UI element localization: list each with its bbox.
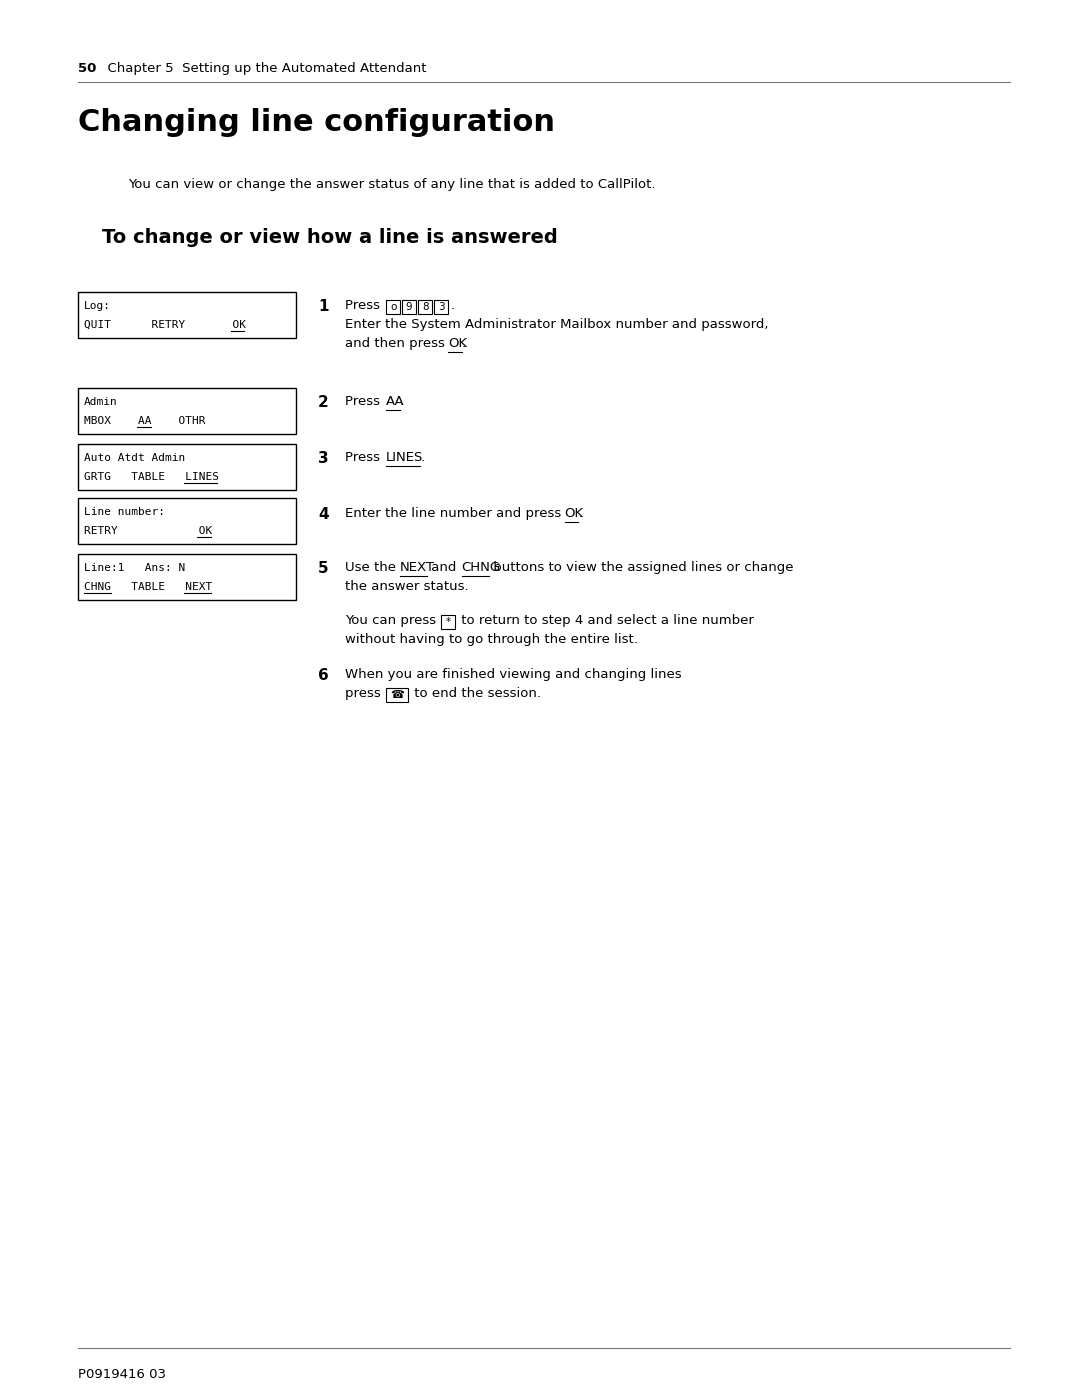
Text: and then press: and then press bbox=[345, 337, 449, 351]
Text: and: and bbox=[428, 562, 461, 574]
Text: You can view or change the answer status of any line that is added to CallPilot.: You can view or change the answer status… bbox=[129, 177, 656, 191]
Text: Enter the System Administrator Mailbox number and password,: Enter the System Administrator Mailbox n… bbox=[345, 319, 769, 331]
Text: 50: 50 bbox=[78, 61, 96, 75]
Text: to return to step 4 and select a line number: to return to step 4 and select a line nu… bbox=[457, 615, 754, 627]
Text: 2: 2 bbox=[318, 395, 328, 409]
Text: To change or view how a line is answered: To change or view how a line is answered bbox=[102, 228, 557, 247]
Text: AA: AA bbox=[387, 395, 405, 408]
Text: 9: 9 bbox=[406, 302, 413, 312]
Text: press: press bbox=[345, 687, 384, 700]
Text: buttons to view the assigned lines or change: buttons to view the assigned lines or ch… bbox=[489, 562, 794, 574]
Text: OK: OK bbox=[565, 507, 583, 520]
Text: the answer status.: the answer status. bbox=[345, 580, 469, 592]
Text: CHNG   TABLE   NEXT: CHNG TABLE NEXT bbox=[84, 583, 213, 592]
Text: 3: 3 bbox=[318, 451, 328, 467]
Bar bbox=[387, 300, 401, 314]
Text: NEXT: NEXT bbox=[400, 562, 435, 574]
Text: .: . bbox=[450, 299, 455, 312]
Text: o: o bbox=[390, 302, 396, 312]
Text: Auto Atdt Admin: Auto Atdt Admin bbox=[84, 453, 186, 462]
Text: Changing line configuration: Changing line configuration bbox=[78, 108, 555, 137]
Text: Line:1   Ans: N: Line:1 Ans: N bbox=[84, 563, 186, 573]
Text: Chapter 5  Setting up the Automated Attendant: Chapter 5 Setting up the Automated Atten… bbox=[98, 61, 427, 75]
Text: Log:: Log: bbox=[84, 300, 111, 310]
Text: RETRY            OK: RETRY OK bbox=[84, 527, 213, 536]
Text: When you are finished viewing and changing lines: When you are finished viewing and changi… bbox=[345, 668, 681, 680]
Text: *: * bbox=[445, 617, 450, 627]
Text: Press: Press bbox=[345, 395, 384, 408]
Text: OK: OK bbox=[448, 337, 467, 351]
Text: P0919416 03: P0919416 03 bbox=[78, 1368, 166, 1382]
Text: Use the: Use the bbox=[345, 562, 401, 574]
Text: QUIT      RETRY       OK: QUIT RETRY OK bbox=[84, 320, 246, 330]
Bar bbox=[78, 497, 296, 543]
Text: Line number:: Line number: bbox=[84, 507, 165, 517]
Text: 5: 5 bbox=[318, 562, 328, 576]
Text: 8: 8 bbox=[422, 302, 429, 312]
Bar bbox=[78, 555, 296, 599]
Text: without having to go through the entire list.: without having to go through the entire … bbox=[345, 633, 638, 645]
Text: You can press: You can press bbox=[345, 615, 441, 627]
Text: .: . bbox=[461, 337, 465, 351]
Text: Admin: Admin bbox=[84, 397, 118, 407]
Text: CHNG: CHNG bbox=[461, 562, 501, 574]
Text: to end the session.: to end the session. bbox=[410, 687, 541, 700]
Text: Press: Press bbox=[345, 451, 384, 464]
Text: Press: Press bbox=[345, 299, 384, 312]
Bar bbox=[387, 687, 408, 703]
Bar bbox=[78, 444, 296, 490]
Bar bbox=[78, 388, 296, 434]
Text: LINES: LINES bbox=[387, 451, 423, 464]
Bar bbox=[441, 615, 455, 629]
Bar bbox=[402, 300, 416, 314]
Text: 3: 3 bbox=[437, 302, 445, 312]
Text: Enter the line number and press: Enter the line number and press bbox=[345, 507, 566, 520]
Text: MBOX    AA    OTHR: MBOX AA OTHR bbox=[84, 416, 205, 426]
Text: .: . bbox=[578, 507, 582, 520]
Text: 4: 4 bbox=[318, 507, 328, 522]
Text: .: . bbox=[420, 451, 424, 464]
Text: ☎: ☎ bbox=[390, 690, 404, 700]
Bar bbox=[418, 300, 432, 314]
Text: 1: 1 bbox=[318, 299, 328, 314]
Text: GRTG   TABLE   LINES: GRTG TABLE LINES bbox=[84, 472, 219, 482]
Text: 6: 6 bbox=[318, 668, 328, 683]
Text: .: . bbox=[400, 395, 404, 408]
Bar bbox=[434, 300, 448, 314]
Bar bbox=[78, 292, 296, 338]
